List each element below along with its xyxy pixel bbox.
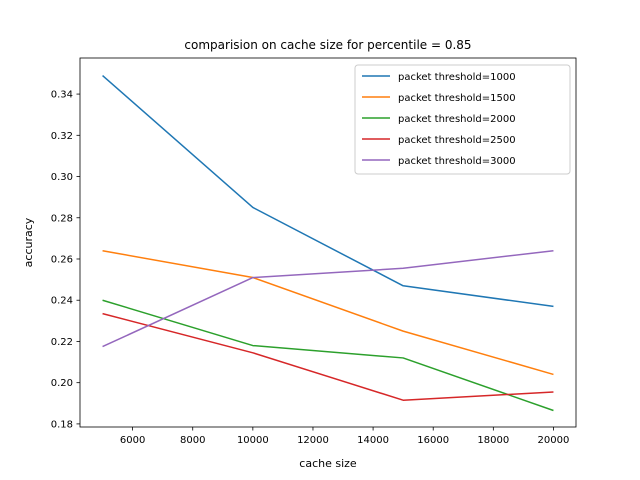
- y-axis-label: accuracy: [22, 217, 35, 267]
- y-tick-label: 0.32: [51, 131, 73, 142]
- y-tick-label: 0.24: [51, 296, 73, 307]
- y-tick-label: 0.34: [51, 90, 73, 101]
- y-tick-label: 0.18: [51, 419, 73, 430]
- legend-label-2: packet threshold=2000: [398, 114, 516, 125]
- series-line-3: [102, 312, 554, 401]
- legend-label-3: packet threshold=2500: [398, 135, 516, 146]
- y-tick-label: 0.30: [51, 172, 73, 183]
- x-axis-ticks: 6000 8000 10000 12000 14000 16000 18000 20000: [120, 427, 569, 446]
- series-line-1: [102, 250, 554, 376]
- series-line-2: [102, 299, 554, 412]
- x-tick-label: 8000: [180, 435, 205, 446]
- y-tick-label: 0.28: [51, 213, 73, 224]
- x-tick-label: 6000: [120, 435, 145, 446]
- series-line-4: [102, 250, 554, 348]
- x-tick-label: 14000: [357, 435, 389, 446]
- legend: packet threshold=1000 packet threshold=15…: [354, 64, 571, 175]
- y-tick-label: 0.22: [51, 337, 73, 348]
- series-line-0: [102, 74, 554, 308]
- y-tick-label: 0.26: [51, 254, 73, 265]
- plot-frame: [79, 57, 577, 428]
- chart-title: comparision on cache size for percentile…: [184, 38, 471, 52]
- legend-label-0: packet threshold=1000: [398, 72, 516, 83]
- x-tick-label: 18000: [477, 435, 509, 446]
- x-tick-label: 20000: [538, 435, 570, 446]
- x-tick-label: 12000: [297, 435, 329, 446]
- x-tick-label: 10000: [237, 435, 269, 446]
- y-tick-label: 0.20: [51, 378, 73, 389]
- plot-lines: [102, 74, 554, 412]
- legend-box: [354, 64, 571, 175]
- x-tick-label: 16000: [417, 435, 449, 446]
- x-axis-label: cache size: [299, 457, 357, 470]
- y-axis-ticks: 0.18 0.20 0.22 0.24 0.26 0.28 0.30 0.32 0.34: [51, 90, 80, 430]
- legend-label-4: packet threshold=3000: [398, 156, 516, 167]
- legend-label-1: packet threshold=1500: [398, 93, 516, 104]
